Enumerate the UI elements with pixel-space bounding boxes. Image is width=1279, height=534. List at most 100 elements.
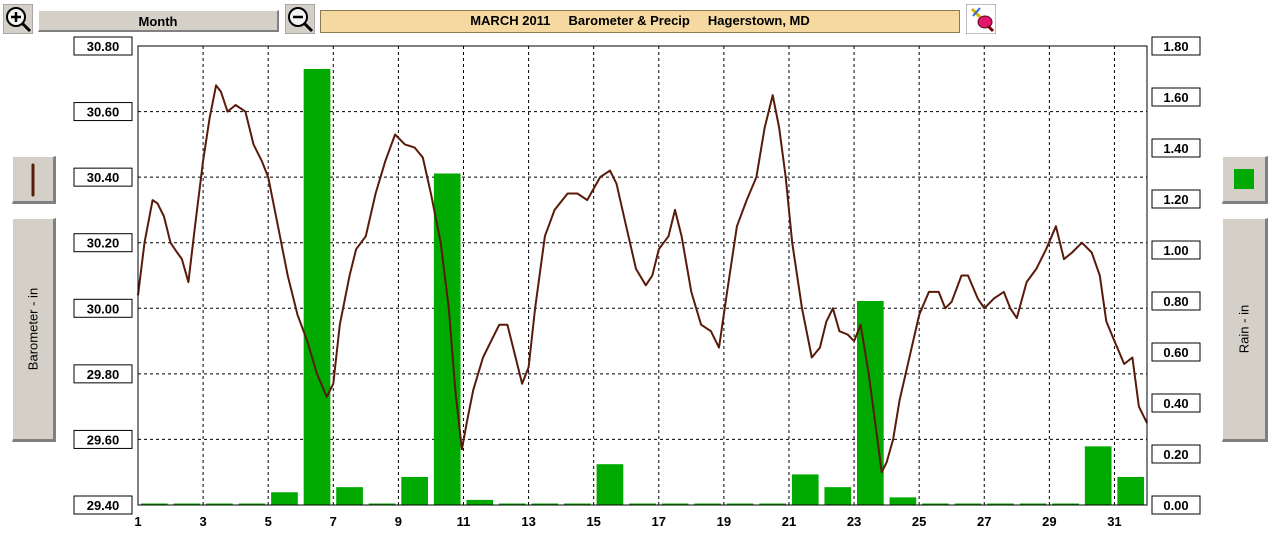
day-tick-label: 29	[1042, 514, 1056, 529]
barometer-tick-box	[73, 429, 133, 449]
rain-tick-box	[1151, 138, 1201, 158]
rain-tick-box	[1151, 495, 1201, 515]
day-tick-label: 21	[782, 514, 796, 529]
rain-tick-label: 0.20	[1163, 447, 1188, 462]
rain-bar	[368, 503, 396, 505]
rain-bar	[498, 503, 526, 505]
barometer-tick: 30.00	[73, 298, 133, 318]
day-tick-label: 13	[521, 514, 535, 529]
barometer-tick: 29.40	[73, 495, 133, 515]
rain-legend-button[interactable]	[1222, 156, 1268, 204]
rain-tick-label: 1.80	[1163, 39, 1188, 54]
barometer-tick-label: 30.40	[87, 170, 120, 185]
barometer-tick-label: 29.80	[87, 367, 120, 382]
barometer-line-swatch-icon	[31, 163, 35, 197]
rain-bar	[564, 503, 591, 505]
rain-axis-button[interactable]: Rain - in	[1222, 218, 1268, 442]
rain-tick-label: 1.60	[1163, 90, 1188, 105]
rain-tick-label: 0.80	[1163, 294, 1188, 309]
rain-tick-label: 1.20	[1163, 192, 1188, 207]
barometer-tick: 29.80	[73, 364, 133, 384]
zoom-in-icon[interactable]	[3, 4, 33, 34]
barometer-tick-box	[73, 36, 133, 56]
rain-tick: 1.00	[1151, 240, 1201, 260]
rain-bar	[401, 476, 429, 505]
rain-bar	[596, 464, 624, 505]
barometer-tick-box	[73, 364, 133, 384]
barometer-axis-ticks: 29.40 29.60 29.80 30.00 30.20 30.40 30.60 30.80	[73, 36, 133, 515]
barometer-tick: 29.60	[73, 429, 133, 449]
rain-bar-swatch-icon	[1234, 169, 1254, 189]
day-tick-label: 5	[265, 514, 272, 529]
day-tick-label: 17	[652, 514, 666, 529]
day-tick-label: 9	[395, 514, 402, 529]
rain-bar	[1117, 476, 1145, 505]
day-tick-label: 15	[586, 514, 600, 529]
rain-tick: 0.40	[1151, 393, 1201, 413]
rain-bar	[922, 503, 949, 505]
rain-bar	[140, 503, 168, 505]
rain-tick-label: 1.00	[1163, 243, 1188, 258]
day-tick-label: 25	[912, 514, 926, 529]
rain-tick-box	[1151, 393, 1201, 413]
rain-bar	[271, 492, 298, 505]
day-tick-label: 11	[457, 514, 471, 529]
day-tick-label: 27	[977, 514, 991, 529]
plot-frame	[137, 45, 1148, 506]
rain-tick-box	[1151, 342, 1201, 362]
barometer-tick: 30.80	[73, 36, 133, 56]
day-tick-label: 3	[199, 514, 206, 529]
rain-tick: 1.80	[1151, 36, 1201, 56]
barometer-tick-box	[73, 233, 133, 253]
barometer-tick-label: 29.60	[87, 432, 120, 447]
rain-tick-box	[1151, 87, 1201, 107]
rain-bar	[889, 497, 917, 505]
barometer-line-path	[137, 84, 1148, 474]
barometer-axis-label: Barometer - in	[25, 287, 41, 371]
rain-bars	[140, 68, 1145, 505]
rain-bar	[433, 173, 461, 505]
zoom-out-icon[interactable]	[285, 4, 315, 34]
barometer-tick-label: 30.60	[87, 105, 120, 120]
rain-tick: 1.60	[1151, 87, 1201, 107]
day-tick-label: 19	[717, 514, 731, 529]
barometer-line	[137, 84, 1148, 474]
rain-tick-box	[1151, 240, 1201, 260]
marker-pen-icon[interactable]	[966, 4, 996, 34]
rain-bar	[1084, 446, 1112, 505]
barometer-tick: 30.20	[73, 233, 133, 253]
day-tick-label: 1	[134, 514, 141, 529]
barometer-tick-box	[73, 167, 133, 187]
rain-bar	[694, 503, 721, 505]
barometer-tick-label: 29.40	[87, 498, 120, 513]
rain-bar	[726, 503, 754, 505]
rain-axis-ticks: 0.00 0.20 0.40 0.60 0.80 1.00 1.20 1.40 1.60 1.80	[1151, 36, 1201, 515]
period-select-button[interactable]: Month	[38, 10, 279, 32]
rain-tick: 1.20	[1151, 189, 1201, 209]
rain-axis-label: Rain - in	[1236, 304, 1252, 354]
chart-grid	[138, 46, 1147, 505]
rain-bar	[954, 503, 982, 505]
barometer-axis-button[interactable]: Barometer - in	[12, 218, 56, 442]
barometer-tick-label: 30.80	[87, 39, 120, 54]
day-tick-label: 31	[1107, 514, 1121, 529]
chart-title: MARCH 2011 Barometer & Precip Hagerstown…	[320, 10, 960, 33]
rain-bar	[238, 503, 266, 505]
day-tick-label: 23	[847, 514, 861, 529]
rain-bar	[759, 503, 787, 505]
rain-bar	[303, 68, 331, 505]
rain-tick-box	[1151, 444, 1201, 464]
barometer-legend-button[interactable]	[12, 156, 56, 204]
rain-tick-box	[1151, 189, 1201, 209]
day-axis-ticks: 1 3 5 7 9 11 13 15 17 19 21 23 25 27 29 31	[134, 514, 1121, 529]
rain-bar	[173, 503, 201, 505]
rain-bar	[824, 487, 852, 505]
rain-tick-label: 1.40	[1163, 141, 1188, 156]
rain-tick-label: 0.60	[1163, 345, 1188, 360]
rain-tick-label: 0.00	[1163, 498, 1188, 513]
rain-tick: 1.40	[1151, 138, 1201, 158]
barometer-tick-box	[73, 495, 133, 515]
rain-bar	[1052, 503, 1079, 505]
rain-bar	[791, 474, 819, 505]
